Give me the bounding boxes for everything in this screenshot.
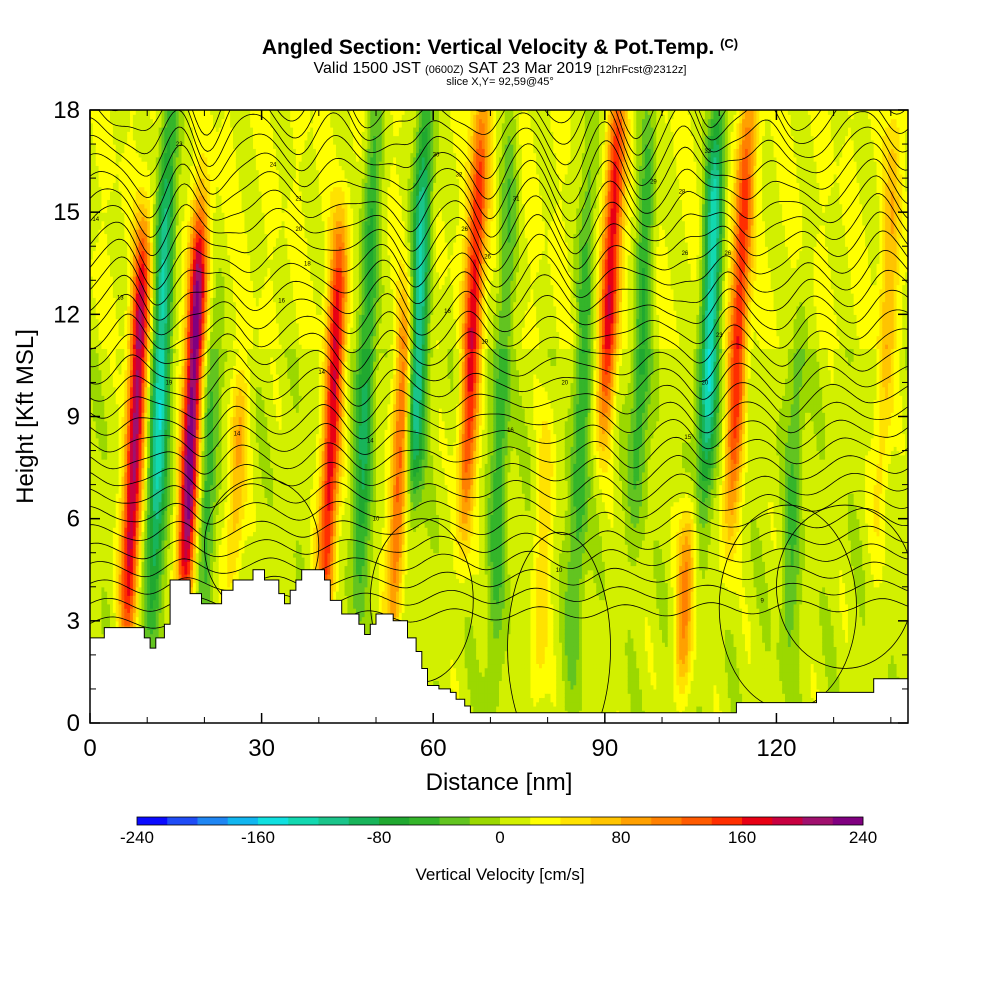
- cross-section-chart: 1413231914242120181614141030322631261619…: [0, 0, 1000, 1000]
